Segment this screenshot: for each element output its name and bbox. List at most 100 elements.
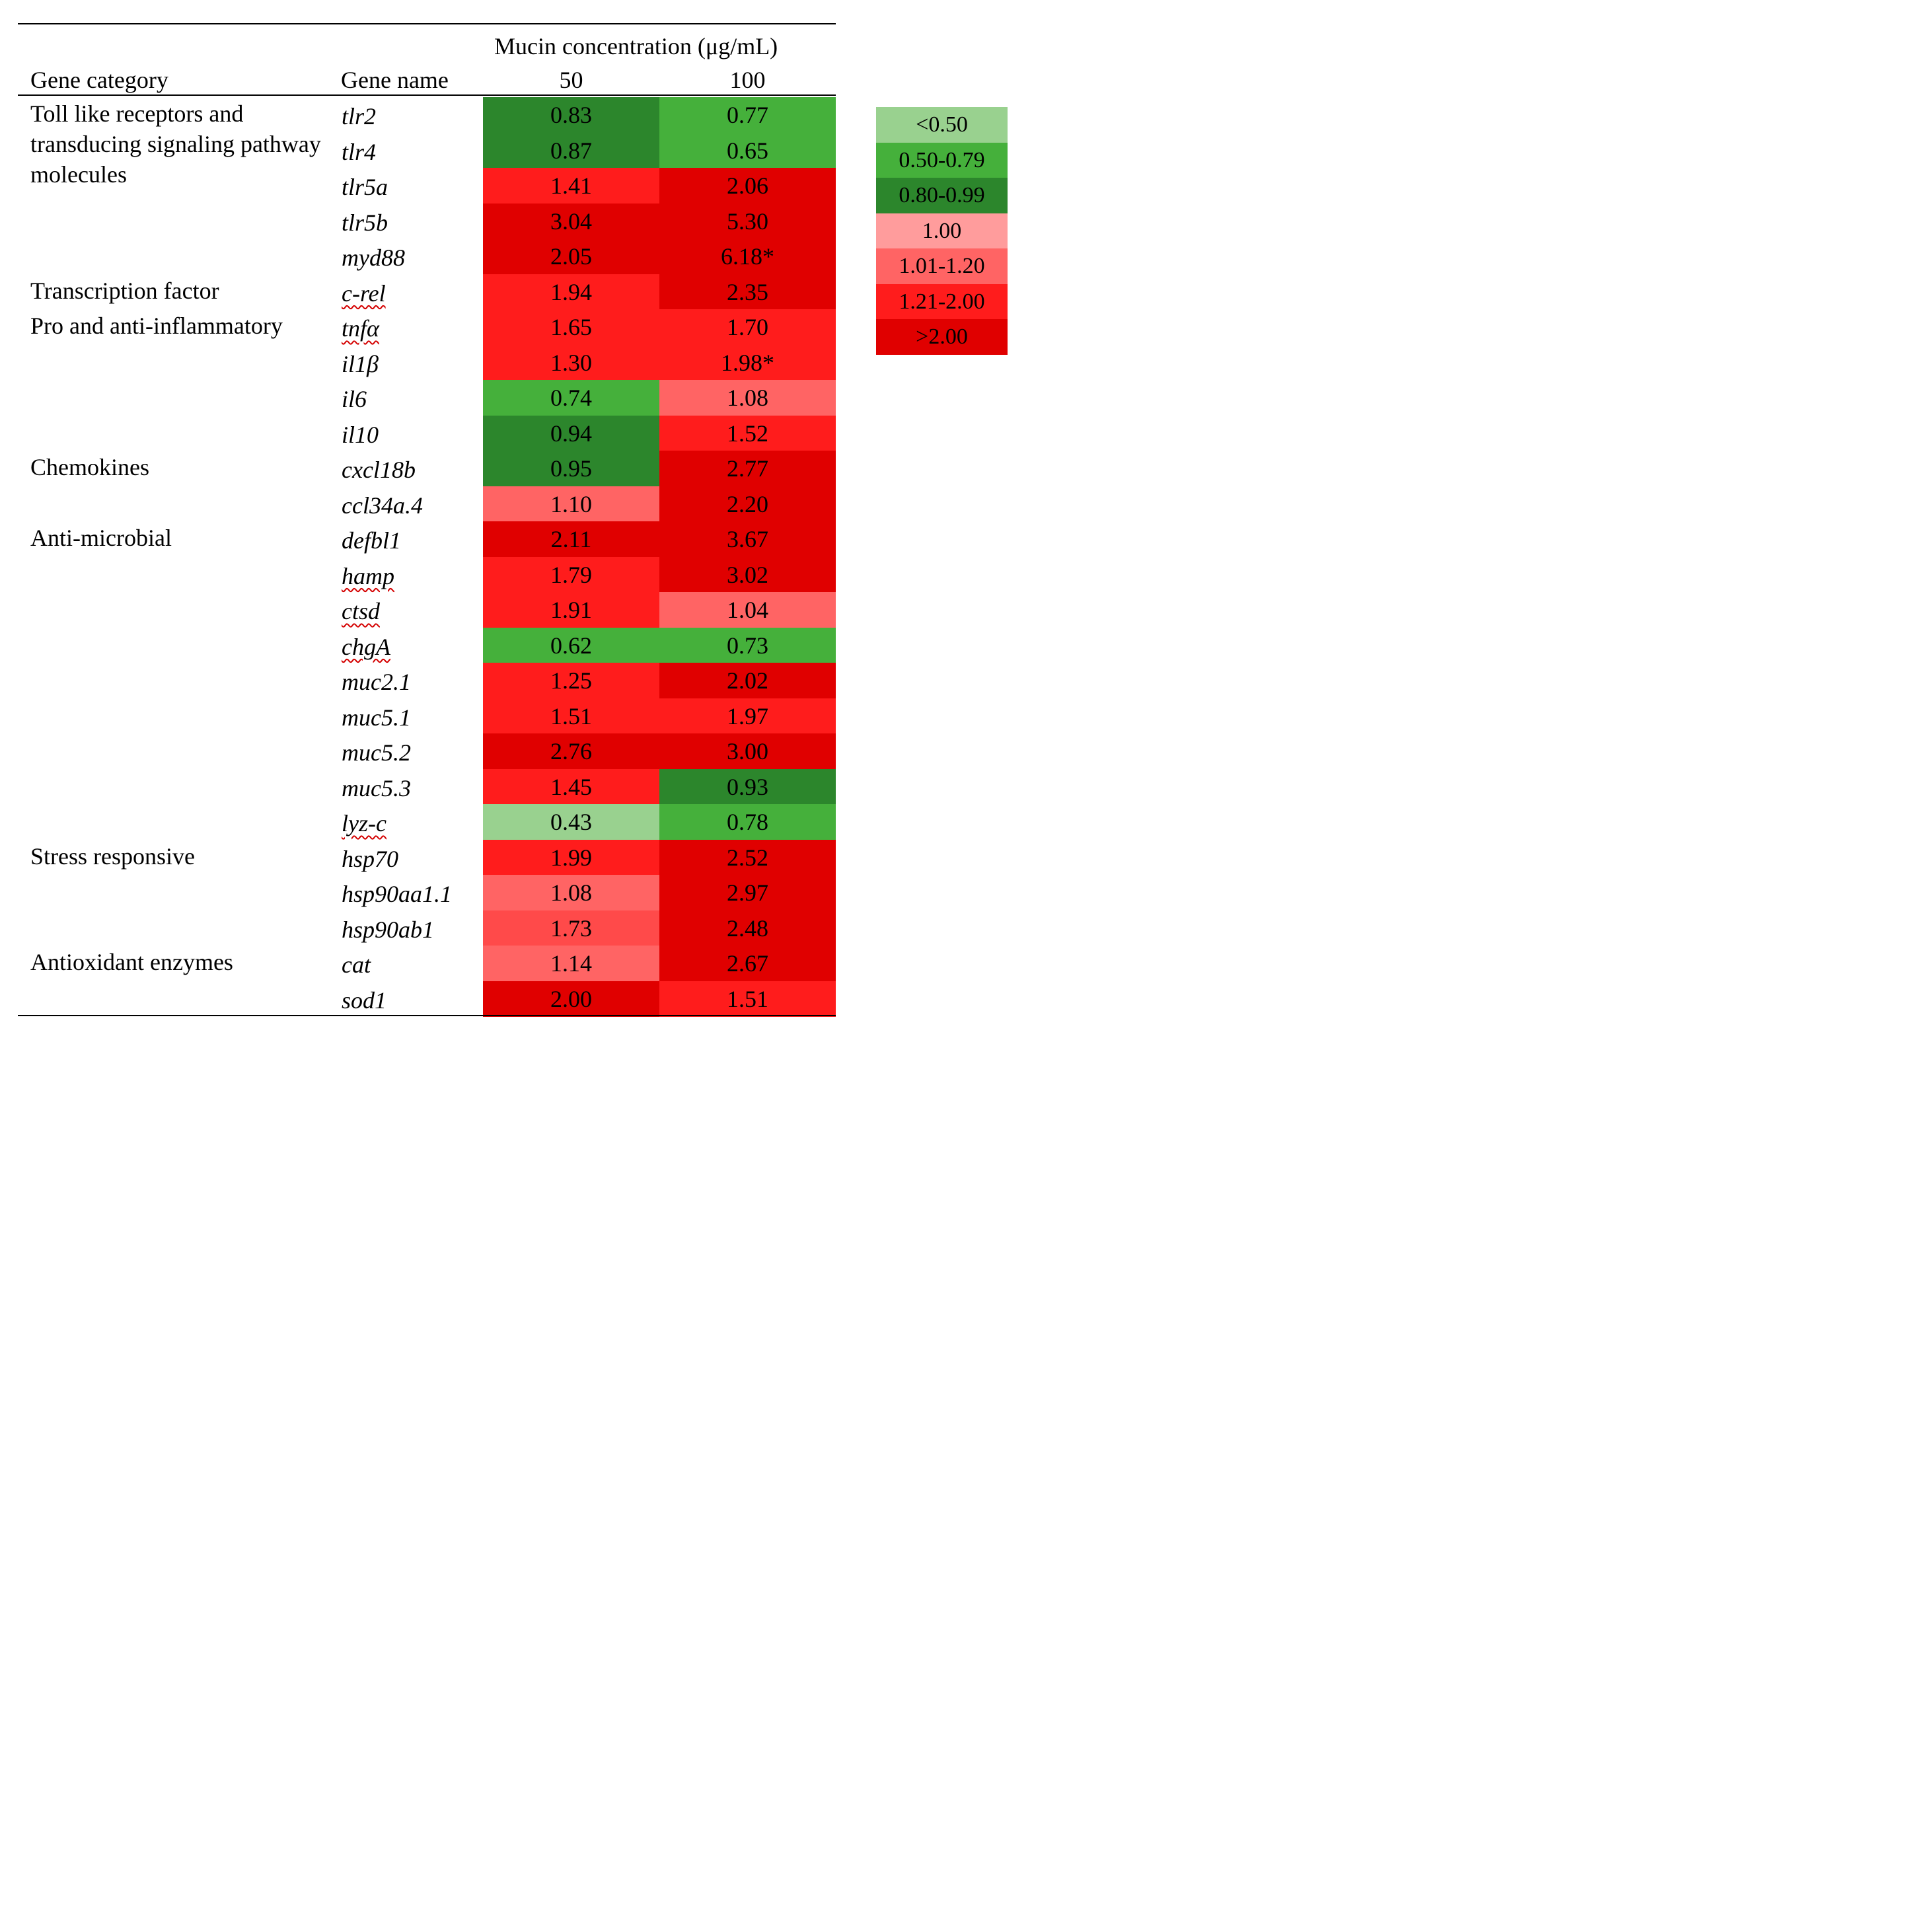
legend-item-4: 1.01-1.20 [876,248,1008,284]
gene-name-19: muc5.3 [342,774,411,801]
legend-item-0: <0.50 [876,107,1008,143]
heatmap-cell-r3-c1: 5.30 [659,203,836,239]
gene-category-0: Toll like receptors and transducing sign… [30,100,321,188]
heatmap-cell-r1-c1: 0.65 [659,132,836,168]
gene-name-25: sod1 [342,986,387,1014]
legend-item-5: 1.21-2.00 [876,283,1008,319]
gene-name-15: chgA [342,633,390,660]
heatmap-cell-r21-c0: 1.99 [483,839,659,875]
heatmap-cell-r16-c1: 2.02 [659,663,836,698]
column-header-50: 50 [559,67,583,93]
heatmap-cell-r13-c1: 3.02 [659,556,836,593]
gene-category-4: Anti-microbial [30,525,172,551]
gene-category-1: Transcription factor [30,277,219,304]
heatmap-cell-r18-c1: 3.00 [659,733,836,769]
heatmap-cell-r10-c0: 0.95 [483,451,659,486]
column-group-label: Mucin concentration (μg/mL) [494,33,778,59]
gene-name-10: cxcl18b [342,457,416,483]
legend-item-1: 0.50-0.79 [876,142,1008,178]
heatmap-cell-r13-c0: 1.79 [483,556,659,593]
heatmap-cell-r18-c0: 2.76 [483,733,659,769]
gene-name-9: il10 [342,421,379,448]
heatmap-cell-r24-c0: 1.14 [483,946,659,981]
gene-name-18: muc5.2 [342,739,411,766]
heatmap-cell-r19-c1: 0.93 [659,768,836,805]
gene-category-6: Antioxidant enzymes [30,949,233,975]
heatmap-cell-r25-c0: 2.00 [483,981,659,1017]
heatmap-cell-r22-c1: 2.97 [659,875,836,910]
heatmap-cell-r23-c1: 2.48 [659,910,836,946]
heatmap-cell-r25-c1: 1.51 [659,981,836,1017]
gene-name-0: tlr2 [342,103,377,130]
heatmap-cell-r10-c1: 2.77 [659,451,836,486]
heatmap-cell-r15-c1: 0.73 [659,627,836,663]
gene-name-header: Gene name [341,67,449,93]
heatmap-cell-r12-c0: 2.11 [483,521,659,557]
heatmap-cell-r17-c0: 1.51 [483,698,659,734]
gene-name-12: defbl1 [342,527,401,554]
heatmap-cell-r3-c0: 3.04 [483,203,659,239]
heatmap-cell-r17-c1: 1.97 [659,698,836,734]
heatmap-cell-r7-c1: 1.98* [659,344,836,381]
gene-category-3: Chemokines [30,454,149,480]
heatmap-cell-r0-c1: 0.77 [659,97,836,133]
gene-name-16: muc2.1 [342,669,411,695]
heatmap-cell-r2-c0: 1.41 [483,168,659,204]
heatmap-cell-r8-c1: 1.08 [659,380,836,416]
gene-category-header: Gene category [30,67,168,93]
gene-name-14: ctsd [342,598,380,624]
heatmap-cell-r12-c1: 3.67 [659,521,836,557]
heatmap-cell-r23-c0: 1.73 [483,910,659,946]
gene-name-23: hsp90ab1 [342,916,435,943]
gene-category-5: Stress responsive [30,842,195,870]
heatmap-cell-r24-c1: 2.67 [659,946,836,981]
heatmap-cell-r14-c0: 1.91 [483,592,659,628]
column-header-100: 100 [729,67,766,93]
heatmap-cell-r20-c1: 0.78 [659,804,836,840]
gene-category-2: Pro and anti-inflammatory [30,313,283,339]
heatmap-cell-r21-c1: 2.52 [659,839,836,875]
legend-item-3: 1.00 [876,213,1008,248]
heatmap-cell-r20-c0: 0.43 [483,804,659,840]
gene-name-22: hsp90aa1.1 [342,881,453,907]
gene-name-20: lyz-c [342,810,387,836]
gene-name-7: il1β [342,350,379,377]
gene-name-3: tlr5b [342,209,388,236]
gene-name-4: myd88 [342,244,405,271]
gene-name-17: muc5.1 [342,704,411,731]
heatmap-cell-r5-c1: 2.35 [659,274,836,310]
gene-name-13: hamp [342,562,394,589]
gene-name-6: tnfα [342,315,379,342]
gene-name-24: cat [342,951,371,978]
legend-item-2: 0.80-0.99 [876,178,1008,213]
heatmap-cell-r14-c1: 1.04 [659,592,836,628]
gene-name-11: ccl34a.4 [342,492,423,519]
gene-name-1: tlr4 [342,138,377,165]
top-rule [18,23,836,24]
bottom-rule [18,1015,836,1016]
gene-name-5: c-rel [342,279,386,307]
heatmap-cell-r19-c0: 1.45 [483,768,659,805]
heatmap-table: Mucin concentration (μg/mL) Gene categor… [0,0,1030,1039]
heatmap-cell-r9-c1: 1.52 [659,415,836,451]
gene-name-21: hsp70 [342,845,399,872]
heatmap-cell-r16-c0: 1.25 [483,663,659,698]
gene-name-8: il6 [342,386,367,412]
heatmap-cell-r15-c0: 0.62 [483,627,659,663]
heatmap-cell-r6-c1: 1.70 [659,309,836,345]
heatmap-cell-r4-c0: 2.05 [483,239,659,274]
header-rule [18,94,836,96]
heatmap-cell-r2-c1: 2.06 [659,168,836,204]
heatmap-cell-r22-c0: 1.08 [483,875,659,910]
legend-item-6: >2.00 [876,319,1008,355]
heatmap-cell-r7-c0: 1.30 [483,344,659,381]
heatmap-cell-r6-c0: 1.65 [483,309,659,345]
heatmap-cell-r0-c0: 0.83 [483,97,659,133]
heatmap-cell-r9-c0: 0.94 [483,415,659,451]
heatmap-cell-r4-c1: 6.18* [659,239,836,274]
heatmap-cell-r11-c1: 2.20 [659,486,836,522]
heatmap-cell-r5-c0: 1.94 [483,274,659,310]
heatmap-cell-r1-c0: 0.87 [483,132,659,168]
heatmap-cell-r11-c0: 1.10 [483,486,659,522]
gene-name-2: tlr5a [342,174,388,200]
